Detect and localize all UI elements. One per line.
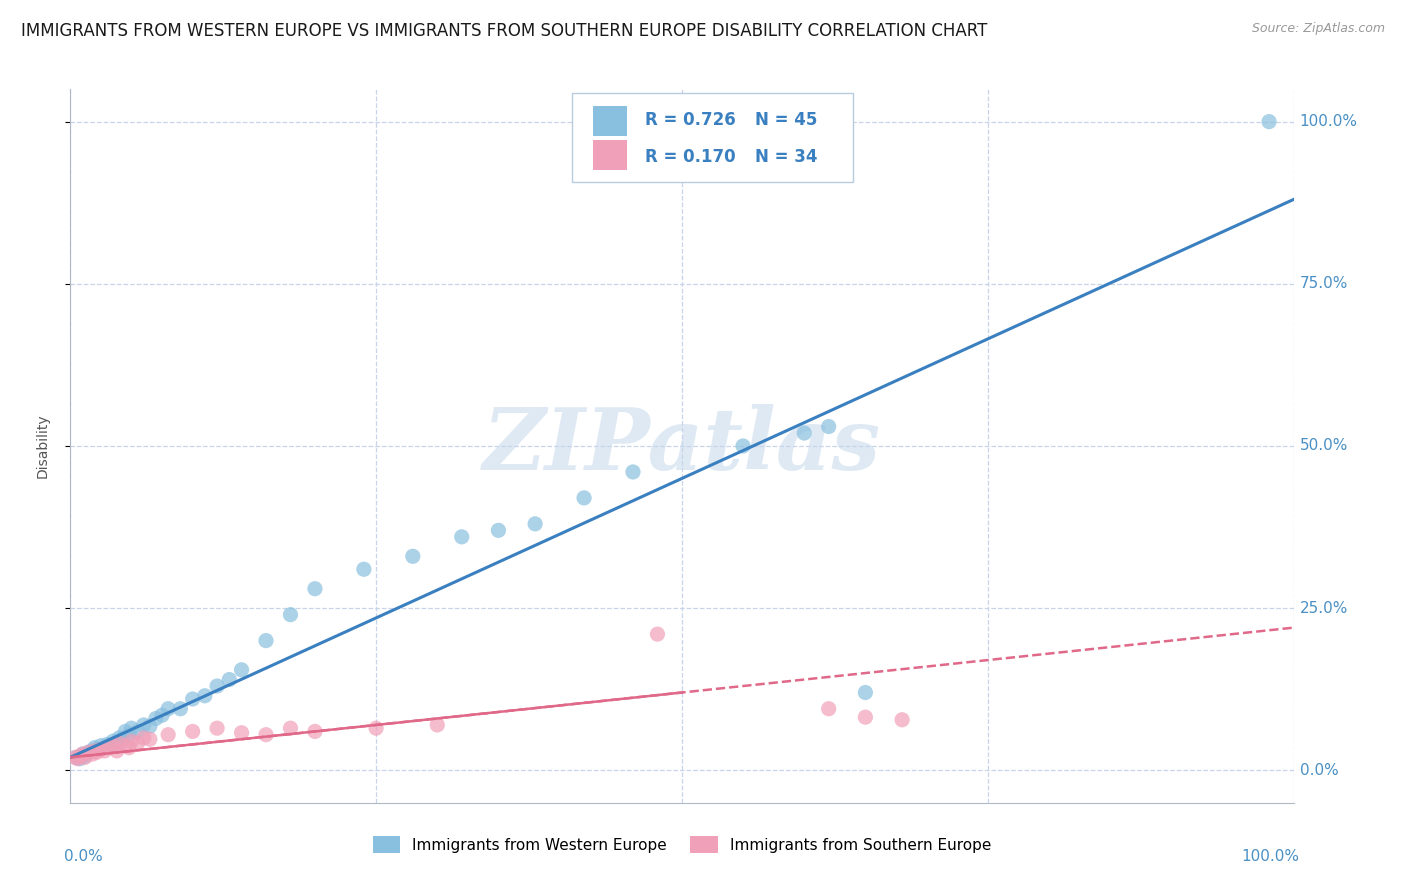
Y-axis label: Disability: Disability (35, 414, 49, 478)
Point (86, 742, 108, 756)
Point (280, 721, 302, 735)
Point (145, 711, 167, 725)
Point (621, 465, 644, 479)
Point (73, 750, 96, 764)
Point (280, 607, 302, 622)
Point (69, 749, 91, 764)
Point (66, 752, 89, 766)
Point (1258, 114, 1281, 128)
Point (63, 750, 86, 764)
Point (90, 739, 112, 753)
Text: N = 45: N = 45 (755, 111, 818, 128)
Point (231, 725, 253, 739)
Point (304, 724, 326, 739)
Point (817, 702, 839, 716)
Point (108, 736, 131, 750)
Point (72, 747, 94, 761)
Text: 100.0%: 100.0% (1241, 849, 1299, 864)
Text: 50.0%: 50.0% (1299, 439, 1348, 453)
Point (891, 713, 914, 727)
Point (572, 491, 595, 505)
Point (83, 740, 105, 755)
Point (817, 419, 839, 434)
Point (101, 734, 124, 748)
Point (93, 744, 115, 758)
Point (426, 718, 449, 732)
Point (855, 710, 877, 724)
Point (111, 732, 134, 747)
Point (77, 745, 100, 759)
Point (114, 724, 136, 739)
Point (127, 724, 149, 739)
Point (205, 679, 228, 693)
Point (366, 721, 388, 735)
Point (353, 562, 375, 576)
Text: N = 34: N = 34 (755, 148, 818, 166)
Point (121, 734, 143, 748)
Point (450, 530, 472, 544)
Point (101, 739, 124, 753)
Point (181, 692, 204, 706)
Point (524, 516, 547, 531)
Point (83, 744, 105, 758)
Point (105, 744, 128, 758)
Text: 100.0%: 100.0% (1299, 114, 1358, 129)
Point (65, 750, 87, 764)
Point (96, 740, 118, 755)
Point (77, 745, 100, 759)
Point (855, 685, 877, 699)
Point (205, 721, 228, 735)
Bar (592, 105, 627, 136)
Point (402, 549, 425, 564)
Point (139, 719, 162, 733)
Point (157, 702, 180, 716)
FancyBboxPatch shape (572, 93, 853, 182)
Point (254, 728, 277, 742)
Point (90, 742, 112, 756)
Point (86, 745, 108, 759)
Point (108, 731, 131, 745)
Text: IMMIGRANTS FROM WESTERN EUROPE VS IMMIGRANTS FROM SOUTHERN EUROPE DISABILITY COR: IMMIGRANTS FROM WESTERN EUROPE VS IMMIGR… (21, 22, 987, 40)
Point (488, 524, 510, 538)
Legend: Immigrants from Western Europe, Immigrants from Southern Europe: Immigrants from Western Europe, Immigran… (367, 830, 997, 859)
Point (150, 708, 173, 723)
Point (114, 739, 136, 753)
Point (231, 663, 253, 677)
Text: R = 0.170: R = 0.170 (645, 148, 735, 166)
Point (82, 744, 104, 758)
Text: 75.0%: 75.0% (1299, 277, 1348, 292)
Point (132, 731, 155, 745)
Bar (592, 140, 627, 169)
Point (254, 633, 277, 648)
Point (733, 439, 755, 453)
Point (132, 718, 155, 732)
Point (169, 702, 191, 716)
Text: ZIPatlas: ZIPatlas (482, 404, 882, 488)
Point (647, 627, 669, 641)
Text: 0.0%: 0.0% (1299, 763, 1339, 778)
Point (157, 728, 180, 742)
Point (139, 732, 162, 747)
Text: 0.0%: 0.0% (65, 849, 103, 864)
Point (98, 739, 121, 753)
Point (69, 752, 91, 766)
Point (72, 747, 94, 761)
Point (181, 724, 204, 739)
Point (793, 425, 815, 440)
Point (82, 747, 104, 761)
Point (304, 582, 326, 596)
Point (218, 673, 240, 687)
Point (96, 738, 118, 752)
Text: R = 0.726: R = 0.726 (645, 111, 735, 128)
Text: Source: ZipAtlas.com: Source: ZipAtlas.com (1251, 22, 1385, 36)
Point (194, 689, 217, 703)
Point (127, 736, 149, 750)
Point (118, 728, 141, 742)
Point (121, 721, 143, 735)
Text: 25.0%: 25.0% (1299, 600, 1348, 615)
Point (118, 740, 141, 755)
Point (73, 749, 96, 764)
Point (105, 736, 128, 750)
